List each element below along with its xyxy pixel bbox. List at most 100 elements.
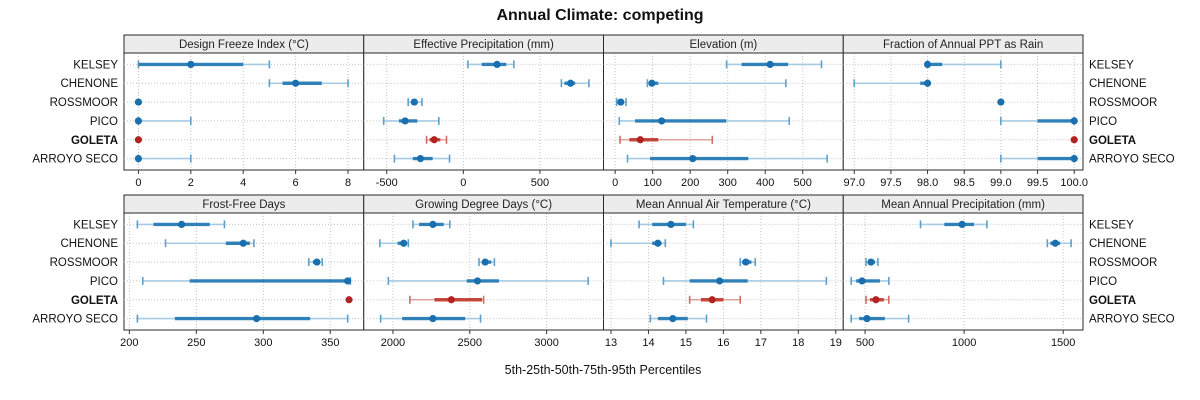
site-label-right-chenone: CHENONE (1089, 78, 1147, 90)
axis-tick-label: 200 (120, 337, 138, 349)
series-goleta (1070, 136, 1078, 144)
site-label-left-pico: PICO (90, 116, 118, 128)
axis-tick-label: 97.5 (880, 177, 901, 189)
panel-strip (842, 34, 1084, 54)
series-kelsey (725, 60, 823, 69)
series-pico (134, 116, 192, 125)
series-chenone (1046, 239, 1072, 248)
axis-tick-label: 500 (531, 177, 549, 189)
median-dot (566, 79, 575, 87)
panel-mean-annual-air-temperature-c: Mean Annual Air Temperature (°C) 13 14 15 16… (603, 194, 844, 349)
median-dot (430, 136, 438, 144)
series-pico (141, 276, 352, 285)
axis-tick-label: 2 (188, 177, 194, 189)
median-dot (958, 220, 966, 228)
axis-tick-label: 1500 (1051, 337, 1075, 349)
site-label-left-arroyo-seco: ARROYO SECO (32, 314, 118, 326)
panel-plot-area (603, 212, 844, 331)
panel-fraction-of-annual-ppt-as-rain: Fraction of Annual PPT as Rain 97.0 97.5 98… (842, 34, 1088, 189)
series-kelsey (412, 220, 451, 229)
axis-tick-label: 98.0 (917, 177, 938, 189)
axis-tick-label: 500 (794, 177, 812, 189)
panel-strip-label: Mean Annual Air Temperature (°C) (636, 199, 811, 211)
series-rossmoor (615, 98, 627, 107)
median-dot (429, 220, 437, 228)
axis-tick-label: 14 (642, 337, 654, 349)
panel-strip-label: Fraction of Annual PPT as Rain (883, 39, 1043, 51)
site-label-left-goleta: GOLETA (71, 295, 118, 307)
median-dot (344, 277, 352, 285)
median-dot (493, 60, 501, 68)
series-chenone (646, 79, 787, 88)
panel-strip-label: Elevation (m) (690, 39, 758, 51)
series-kelsey (137, 60, 271, 69)
panel-growing-degree-days-c: Growing Degree Days (°C) 2000 2500 3000 (363, 194, 604, 349)
median-dot (345, 296, 353, 304)
panel-strip-label: Design Freeze Index (°C) (179, 39, 309, 51)
median-dot (867, 258, 875, 266)
axis-tick-label: 17 (755, 337, 767, 349)
site-label-left-rossmoor: ROSSMOOR (50, 97, 118, 109)
series-arroyo-seco (649, 314, 708, 323)
panel-strip-label: Effective Precipitation (mm) (413, 39, 554, 51)
axis-tick-label: 4 (240, 177, 246, 189)
trellis-panels: Design Freeze Index (°C) 0 2 4 6 8 Effective P… (120, 34, 1088, 349)
median-dot (1070, 136, 1078, 144)
panel-strip-label: Frost-Free Days (202, 199, 285, 211)
panel-plot-area (363, 212, 604, 331)
median-dot (400, 239, 408, 247)
median-dot (473, 277, 482, 285)
median-dot (1051, 239, 1059, 247)
series-kelsey (923, 60, 1002, 69)
median-dot (923, 79, 932, 87)
median-dot (481, 258, 489, 266)
axis-tick-label: 15 (680, 337, 692, 349)
median-dot (187, 60, 195, 68)
axis-tick-label: 2500 (458, 337, 482, 349)
axis-tick-label: 19 (830, 337, 842, 349)
median-dot (177, 220, 186, 228)
series-goleta (134, 136, 143, 144)
axis-tick-label: 300 (254, 337, 272, 349)
site-label-right-arroyo-seco: ARROYO SECO (1089, 314, 1175, 326)
series-chenone (610, 239, 667, 248)
series-rossmoor (478, 258, 496, 267)
series-goleta (345, 296, 353, 304)
median-dot (658, 117, 666, 125)
median-dot (410, 98, 418, 106)
axis-tick-label: 99.5 (1027, 177, 1048, 189)
site-label-left-chenone: CHENONE (60, 78, 118, 90)
panel-frost-free-days: Frost-Free Days 200 250 300 350 (120, 194, 365, 349)
median-dot (313, 258, 321, 266)
axis-tick-label: 98.5 (954, 177, 975, 189)
axis-tick-label: 300 (719, 177, 737, 189)
median-dot (669, 315, 677, 323)
series-pico (850, 276, 890, 285)
median-dot (863, 315, 871, 323)
series-chenone (268, 79, 349, 88)
site-label-right-rossmoor: ROSSMOOR (1089, 257, 1157, 269)
site-label-right-chenone: CHENONE (1089, 238, 1147, 250)
panel-plot-area (603, 52, 844, 171)
axis-tick-label: 0 (612, 177, 618, 189)
site-label-left-kelsey: KELSEY (73, 219, 118, 231)
series-pico (1000, 116, 1078, 125)
series-goleta (865, 295, 890, 304)
series-pico (662, 276, 828, 285)
axis-tick-label: 500 (856, 337, 874, 349)
median-dot (239, 239, 247, 247)
site-label-right-goleta: GOLETA (1089, 135, 1136, 147)
series-arroyo-seco (134, 154, 192, 163)
panel-plot-area (842, 52, 1084, 171)
median-dot (766, 60, 774, 68)
axis-tick-label: 350 (321, 337, 339, 349)
median-dot (716, 277, 724, 285)
panel-strip-label: Mean Annual Precipitation (mm) (881, 199, 1045, 211)
series-arroyo-seco (1000, 154, 1078, 163)
site-label-left-rossmoor: ROSSMOOR (50, 257, 118, 269)
axis-tick-label: 0 (135, 177, 141, 189)
axis-tick-label: 100 (643, 177, 661, 189)
panel-strip-label: Growing Degree Days (°C) (415, 199, 552, 211)
median-dot (997, 98, 1005, 106)
series-chenone (164, 239, 255, 248)
